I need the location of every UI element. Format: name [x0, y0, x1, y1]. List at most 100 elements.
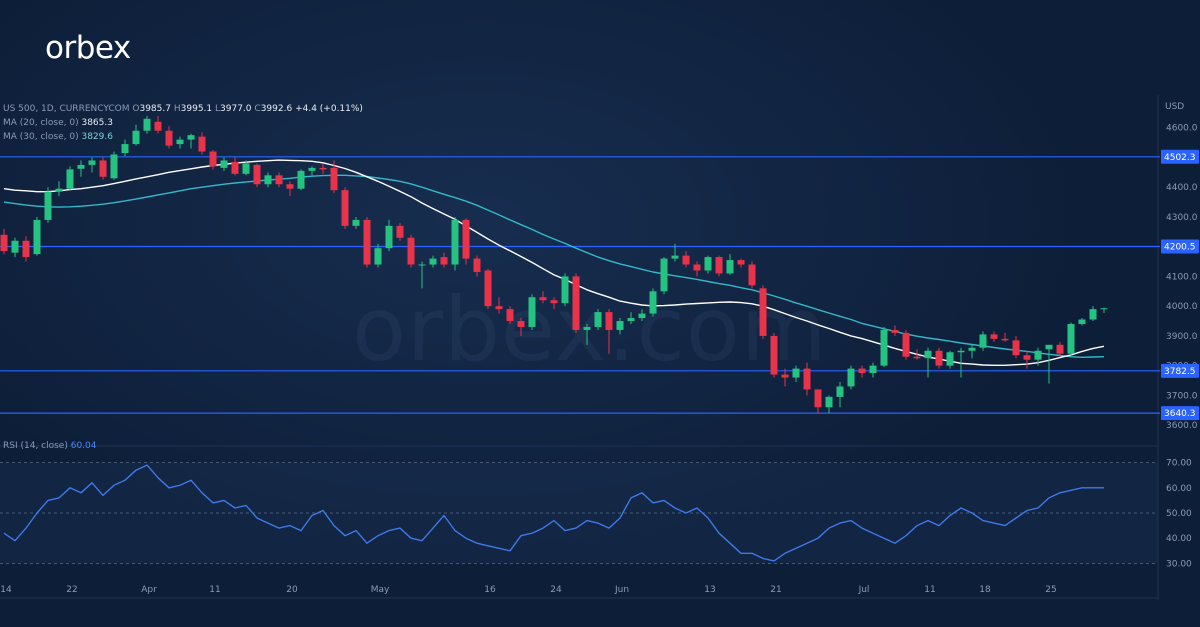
candle — [726, 254, 734, 275]
candle-body — [264, 175, 272, 185]
candle-body — [1056, 344, 1064, 354]
date-tick-label: 16 — [484, 585, 496, 595]
candle — [528, 294, 536, 330]
candle — [913, 349, 921, 360]
candle — [286, 181, 294, 197]
candle — [110, 151, 118, 180]
candle-body — [374, 248, 382, 265]
candle-body — [66, 169, 74, 189]
candle — [517, 318, 525, 336]
candle-body — [1067, 324, 1075, 354]
candle-body — [836, 386, 844, 397]
level-tag-label: 4502.3 — [1164, 153, 1196, 163]
price-tick-label: 3600.0 — [1166, 421, 1198, 431]
candle-body — [451, 219, 459, 265]
rsi-tick-label: 70.00 — [1166, 459, 1192, 469]
candle — [319, 163, 327, 174]
candle — [1078, 318, 1086, 326]
ma30-line — [3, 174, 1105, 358]
candle — [99, 157, 107, 180]
candle-body — [385, 225, 393, 249]
candle — [946, 350, 954, 369]
candle-body — [55, 188, 63, 192]
candle-body — [121, 144, 129, 154]
rsi-tick-label: 50.00 — [1166, 509, 1192, 519]
candle-body — [341, 190, 349, 226]
candle-body — [0, 234, 8, 252]
candle-body — [825, 396, 833, 408]
candle — [473, 255, 481, 277]
candle — [429, 255, 437, 268]
date-tick-label: 11 — [209, 585, 220, 595]
candle — [143, 115, 151, 134]
candle — [1056, 341, 1064, 357]
candle — [1067, 322, 1075, 356]
ma30-legend: MA (30, close, 0) 3829.6 — [3, 132, 113, 142]
candle-body — [495, 306, 503, 310]
candle-body — [946, 352, 954, 366]
candle-body — [33, 219, 41, 255]
price-tick-label: 3900.0 — [1166, 332, 1198, 342]
candle-body — [429, 258, 437, 265]
candle-body — [88, 160, 96, 165]
level-tag — [1161, 406, 1199, 421]
candle — [231, 157, 239, 176]
candle-body — [979, 334, 987, 348]
candle-body — [517, 321, 525, 327]
date-tick-label: 21 — [770, 585, 781, 595]
date-tick-label: Jun — [614, 585, 629, 595]
candle — [22, 236, 30, 262]
candle — [66, 166, 74, 191]
candle-body — [594, 312, 602, 327]
candle-body — [682, 255, 690, 265]
candle-body — [957, 350, 965, 353]
candle-body — [418, 264, 426, 266]
candle-body — [462, 219, 470, 259]
candle-body — [11, 240, 19, 253]
candle-body — [814, 389, 822, 408]
candle — [1034, 347, 1042, 366]
candle-body — [803, 368, 811, 390]
candle — [11, 237, 19, 258]
candle — [187, 133, 195, 149]
candle — [495, 297, 503, 314]
price-tick-label: 4300.0 — [1166, 213, 1198, 223]
candle — [484, 268, 492, 310]
candle — [209, 150, 217, 170]
candle — [550, 297, 558, 310]
candle-body — [561, 276, 569, 304]
candle-body — [616, 321, 624, 330]
candle — [847, 365, 855, 390]
candle — [594, 309, 602, 330]
candle-body — [110, 154, 118, 179]
candle-body — [1001, 338, 1009, 341]
candle — [407, 234, 415, 268]
candle — [869, 362, 877, 378]
candle-body — [143, 118, 151, 131]
level-tag — [1161, 149, 1199, 164]
candle — [1023, 350, 1031, 369]
candle — [1012, 335, 1020, 359]
candle — [649, 288, 657, 317]
open-value: 3985.7 — [139, 104, 171, 114]
candle-body — [1034, 350, 1042, 360]
candle — [660, 257, 668, 295]
price-tick-label: 4400.0 — [1166, 183, 1198, 193]
candle — [880, 326, 888, 368]
candle-body — [869, 365, 877, 374]
candle — [374, 243, 382, 268]
candle-body — [132, 130, 140, 145]
candle-body — [781, 374, 789, 378]
candle — [77, 160, 85, 177]
candle-body — [935, 350, 943, 366]
candle — [33, 216, 41, 256]
candle — [891, 325, 899, 336]
candle — [836, 381, 844, 408]
currency-label: USD — [1165, 102, 1184, 112]
candle — [572, 273, 580, 333]
candle — [759, 285, 767, 339]
candle-body — [1100, 308, 1108, 310]
candle-body — [275, 175, 283, 185]
candle — [979, 331, 987, 351]
